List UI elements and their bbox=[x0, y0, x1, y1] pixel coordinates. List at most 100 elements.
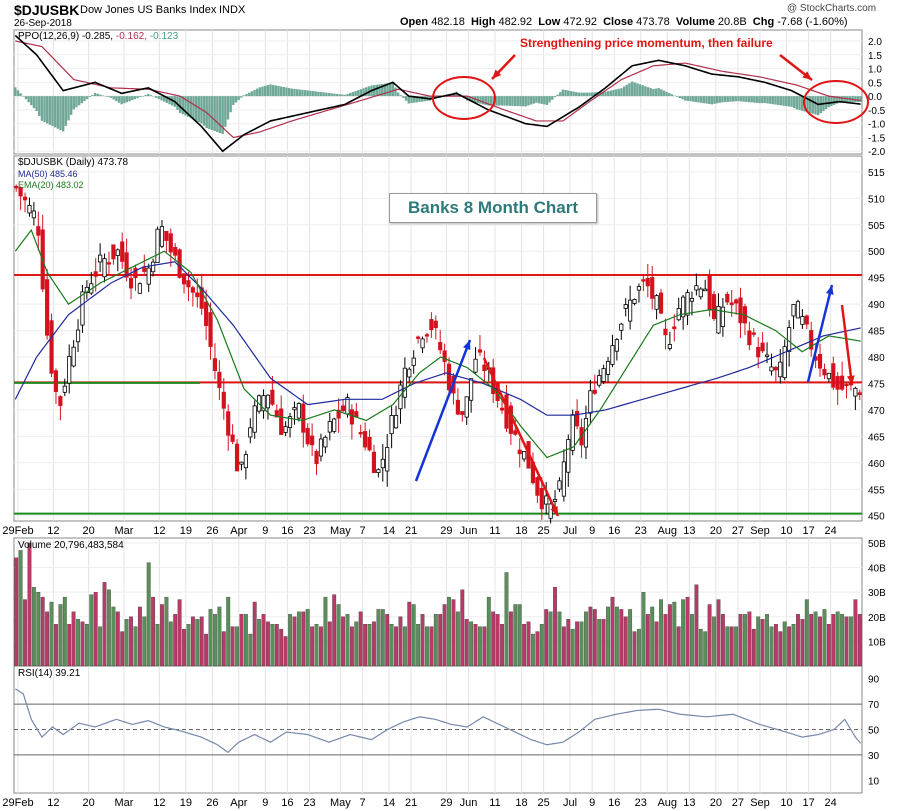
ppo-histogram-bar bbox=[622, 86, 626, 97]
x-tick-label-bottom: 16 bbox=[281, 797, 293, 809]
volume-bar bbox=[411, 604, 416, 667]
volume-bar bbox=[654, 621, 659, 667]
candle-body bbox=[433, 320, 438, 329]
candlestick bbox=[424, 332, 430, 343]
ppo-histogram-bar bbox=[524, 96, 527, 107]
candlestick bbox=[804, 314, 809, 330]
volume-bar bbox=[160, 604, 164, 667]
price-tick-label: 465 bbox=[868, 432, 885, 443]
ppo-histogram-bar bbox=[564, 90, 567, 97]
volume-bar bbox=[685, 596, 690, 667]
ppo-histogram-bar bbox=[702, 96, 706, 104]
candle-body bbox=[407, 368, 412, 378]
candle-body bbox=[318, 438, 324, 457]
candlestick bbox=[826, 372, 831, 383]
ppo-histogram-bar bbox=[279, 86, 283, 97]
candlestick bbox=[142, 254, 147, 274]
x-tick-label-bottom: 23 bbox=[303, 797, 315, 809]
rsi-legend-name: RSI(14) bbox=[18, 668, 53, 679]
candlestick bbox=[853, 386, 858, 410]
x-tick-label-top: 23 bbox=[635, 525, 647, 537]
volume-bar bbox=[58, 604, 63, 667]
close-label: Close bbox=[603, 16, 634, 28]
candle-body bbox=[323, 436, 328, 448]
annotations bbox=[414, 54, 869, 517]
candle-body bbox=[221, 391, 226, 409]
ppo-histogram-bar bbox=[763, 96, 767, 104]
candlestick bbox=[747, 321, 752, 351]
volume-bar bbox=[45, 611, 50, 667]
ppo-histogram-bar bbox=[489, 96, 493, 106]
ppo-tick-label: 1.5 bbox=[868, 51, 882, 62]
volume-bar bbox=[592, 609, 597, 667]
volume-bar bbox=[491, 611, 496, 667]
volume-bar bbox=[508, 611, 513, 667]
ppo-histogram-bar bbox=[80, 96, 83, 104]
candlestick bbox=[14, 184, 19, 192]
candle-body bbox=[173, 246, 178, 256]
ppo-histogram-bar bbox=[69, 96, 73, 115]
candlestick bbox=[133, 264, 138, 291]
ppo-histogram-bar bbox=[649, 88, 652, 97]
candle-body bbox=[588, 390, 593, 414]
candlestick bbox=[610, 334, 615, 368]
ppo-histogram-bar bbox=[391, 82, 395, 97]
ppo-histogram-bar bbox=[652, 89, 655, 97]
volume-bar bbox=[195, 619, 200, 667]
candle-body bbox=[614, 339, 619, 352]
arrow-shaft bbox=[414, 339, 472, 482]
ppo-histogram-bar bbox=[24, 96, 28, 100]
volume-bar bbox=[672, 601, 677, 667]
candlestick bbox=[358, 424, 363, 438]
candle-body bbox=[106, 262, 112, 265]
candlestick bbox=[53, 368, 59, 404]
candle-body bbox=[287, 416, 293, 429]
volume-bar bbox=[226, 596, 231, 667]
candle-body bbox=[128, 277, 134, 289]
ppo-histogram-bar bbox=[226, 96, 230, 120]
ppo-histogram-bar bbox=[322, 92, 325, 97]
candle-body bbox=[751, 332, 756, 335]
volume-bar bbox=[720, 614, 725, 667]
candle-body bbox=[734, 299, 739, 304]
momentum-annotation: Strengthening price momentum, then failu… bbox=[520, 36, 773, 50]
ppo-line bbox=[14, 34, 861, 153]
volume-bar bbox=[469, 621, 474, 667]
ppo-histogram-bar bbox=[593, 92, 597, 97]
candlestick bbox=[248, 418, 253, 444]
x-tick-label-top: Aug bbox=[657, 525, 677, 537]
ppo-histogram-bar bbox=[109, 96, 113, 98]
ppo-histogram-bar bbox=[309, 90, 312, 97]
ppo-histogram-bar bbox=[692, 96, 695, 102]
candlestick bbox=[296, 402, 301, 422]
candlestick bbox=[137, 282, 142, 294]
ppo-histogram-bar bbox=[832, 96, 836, 105]
volume-bar bbox=[80, 621, 85, 667]
ppo-histogram-bar bbox=[380, 84, 384, 97]
volume-label: Volume bbox=[675, 16, 715, 28]
ppo-histogram-bar bbox=[590, 92, 594, 97]
ppo-histogram-bar bbox=[777, 96, 780, 105]
candlestick bbox=[217, 360, 222, 400]
volume-bar bbox=[495, 614, 500, 667]
candlestick bbox=[795, 299, 801, 319]
ppo-histogram-bar bbox=[197, 96, 200, 123]
ppo-histogram-bar bbox=[32, 96, 36, 109]
candlestick bbox=[698, 287, 703, 300]
ppo-histogram-bar bbox=[64, 96, 68, 126]
candlestick bbox=[800, 309, 805, 329]
candlestick bbox=[164, 230, 169, 253]
candlestick bbox=[632, 298, 637, 306]
volume-bar bbox=[566, 619, 571, 667]
ppo-histogram-bar bbox=[266, 85, 270, 97]
ppo-histogram-bar bbox=[843, 96, 846, 103]
candlestick bbox=[667, 331, 672, 351]
ppo-histogram-bar bbox=[628, 83, 631, 97]
ppo-histogram-bar bbox=[572, 91, 575, 97]
ppo-histogram-bar bbox=[38, 96, 41, 116]
ppo-histogram-bar bbox=[630, 81, 634, 97]
ppo-tick-label: 0.5 bbox=[868, 78, 882, 89]
volume-bar bbox=[522, 624, 527, 667]
volume-bar bbox=[420, 614, 425, 667]
header-exchange: INDX bbox=[219, 4, 246, 16]
